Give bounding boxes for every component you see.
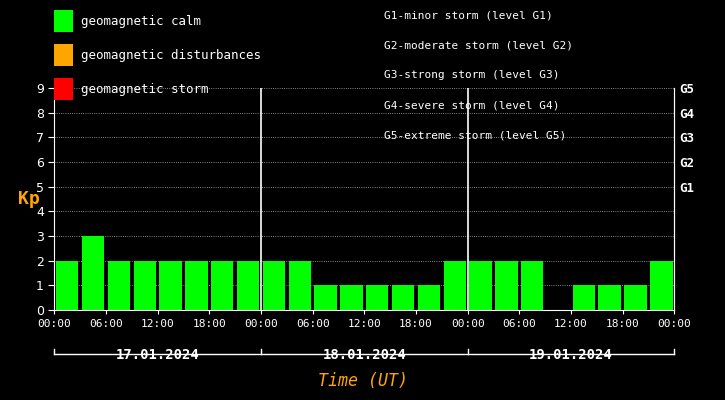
- Bar: [160, 261, 182, 310]
- Bar: [469, 261, 492, 310]
- Bar: [573, 285, 595, 310]
- Text: G2-moderate storm (level G2): G2-moderate storm (level G2): [384, 40, 573, 50]
- Text: G1-minor storm (level G1): G1-minor storm (level G1): [384, 10, 553, 20]
- Bar: [82, 236, 104, 310]
- Bar: [521, 261, 543, 310]
- Bar: [418, 285, 440, 310]
- Bar: [392, 285, 414, 310]
- Y-axis label: Kp: Kp: [18, 190, 40, 208]
- Text: geomagnetic storm: geomagnetic storm: [81, 82, 209, 96]
- Text: 19.01.2024: 19.01.2024: [529, 348, 613, 362]
- Bar: [289, 261, 311, 310]
- Text: G3-strong storm (level G3): G3-strong storm (level G3): [384, 70, 560, 80]
- Bar: [315, 285, 336, 310]
- Bar: [495, 261, 518, 310]
- Bar: [133, 261, 156, 310]
- Bar: [650, 261, 673, 310]
- Bar: [237, 261, 260, 310]
- Bar: [444, 261, 466, 310]
- Bar: [599, 285, 621, 310]
- Bar: [108, 261, 130, 310]
- Text: geomagnetic calm: geomagnetic calm: [81, 14, 202, 28]
- Text: G4-severe storm (level G4): G4-severe storm (level G4): [384, 100, 560, 110]
- Text: Time (UT): Time (UT): [318, 372, 407, 390]
- Bar: [366, 285, 389, 310]
- Bar: [56, 261, 78, 310]
- Bar: [262, 261, 285, 310]
- Bar: [340, 285, 362, 310]
- Text: G5-extreme storm (level G5): G5-extreme storm (level G5): [384, 130, 566, 140]
- Text: 18.01.2024: 18.01.2024: [323, 348, 406, 362]
- Bar: [211, 261, 233, 310]
- Text: 17.01.2024: 17.01.2024: [116, 348, 199, 362]
- Bar: [185, 261, 207, 310]
- Text: geomagnetic disturbances: geomagnetic disturbances: [81, 48, 261, 62]
- Bar: [624, 285, 647, 310]
